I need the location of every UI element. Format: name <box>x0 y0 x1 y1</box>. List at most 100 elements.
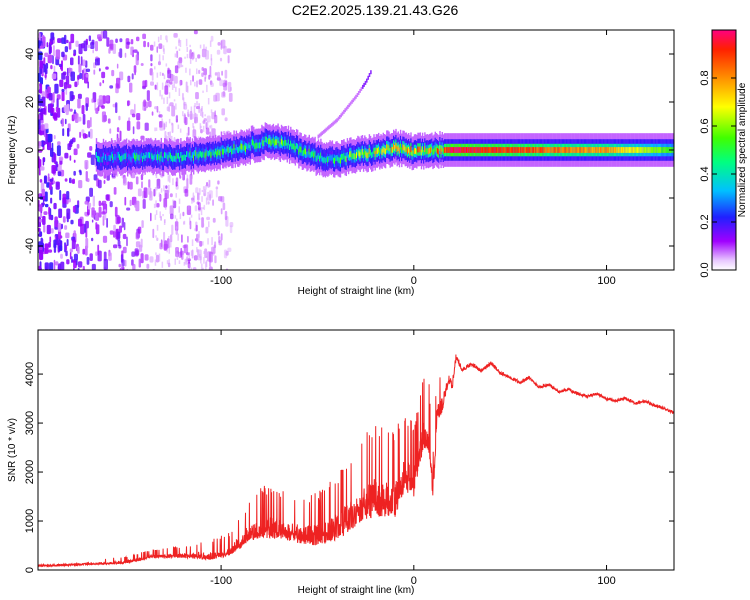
ridge-cell <box>583 147 586 153</box>
noise-blob <box>143 99 146 107</box>
noise-blob <box>149 256 154 263</box>
noise-blob <box>103 209 107 221</box>
colorbar-tick-label: 0.4 <box>699 166 711 181</box>
noise-blob <box>135 200 140 212</box>
noise-blob <box>55 181 60 190</box>
x-tick-label: -100 <box>210 275 232 287</box>
noise-blob <box>77 261 83 268</box>
noise-blob <box>196 100 199 106</box>
noise-blob <box>50 197 53 204</box>
ridge-cell <box>624 147 626 153</box>
ridge-cell <box>190 155 192 162</box>
ridge-cell <box>612 147 615 153</box>
ridge-cell <box>581 147 583 153</box>
ridge-cell <box>542 147 544 153</box>
ridge-cell <box>130 156 132 163</box>
noise-blob <box>216 49 221 55</box>
ridge-cell <box>360 149 362 156</box>
noise-blob <box>227 81 232 93</box>
noise-blob <box>73 253 78 261</box>
ridge-cell <box>226 146 228 152</box>
noise-blob <box>69 91 74 102</box>
noise-blob <box>115 102 118 114</box>
ridge-cell <box>486 147 489 153</box>
noise-blob <box>66 199 69 205</box>
chart-title: C2E2.2025.139.21.43.G26 <box>291 2 459 18</box>
noise-blob <box>107 118 111 124</box>
noise-blob <box>142 80 146 89</box>
noise-streak <box>194 82 196 87</box>
ridge-cell <box>516 147 519 153</box>
colorbar-tick-label: 0.0 <box>699 262 711 277</box>
noise-blob <box>113 224 116 232</box>
ridge-cell <box>371 152 373 159</box>
ridge-cell <box>426 147 428 154</box>
noise-streak <box>154 187 157 195</box>
noise-blob <box>204 248 208 258</box>
noise-streak <box>194 228 196 231</box>
ridge-cell <box>324 157 327 164</box>
noise-blob <box>74 81 78 88</box>
ridge-cell <box>315 156 317 162</box>
ridge-cell <box>149 152 151 159</box>
ridge-cell <box>341 153 343 160</box>
y-tick-label: 3000 <box>24 411 36 435</box>
ridge-cell <box>112 154 114 160</box>
ridge-cell <box>511 147 513 153</box>
noise-streak <box>190 80 192 86</box>
ridge-cell <box>493 147 495 153</box>
noise-blob <box>215 186 219 190</box>
noise-blob <box>214 110 216 117</box>
ridge-cell <box>408 146 410 153</box>
noise-blob <box>92 195 95 207</box>
noise-blob <box>69 155 72 161</box>
noise-streak <box>185 67 187 73</box>
spectrogram-y-axis-label: Frequency (Hz) <box>7 116 18 185</box>
noise-blob <box>115 228 119 240</box>
noise-streak <box>165 63 168 67</box>
ridge-cell <box>372 151 374 158</box>
noise-blob <box>147 42 150 48</box>
ridge-cell <box>622 147 624 153</box>
ridge-cell <box>269 138 271 145</box>
noise-streak <box>184 113 186 117</box>
noise-streak <box>183 221 185 225</box>
ridge-cell <box>339 157 342 164</box>
noise-blob <box>217 71 220 81</box>
ridge-cell <box>175 153 177 160</box>
ridge-cell <box>189 150 191 157</box>
ridge-cell <box>589 147 591 153</box>
noise-streak <box>190 214 193 218</box>
noise-streak <box>195 57 197 62</box>
diagonal-cell <box>330 122 333 127</box>
noise-blob <box>119 38 123 43</box>
noise-streak <box>193 105 196 114</box>
noise-streak <box>162 55 164 61</box>
noise-blob <box>129 82 133 93</box>
noise-streak <box>182 97 185 102</box>
noise-blob <box>38 141 42 147</box>
ridge-cell <box>499 147 501 153</box>
noise-blob <box>48 92 53 101</box>
noise-streak <box>162 214 164 217</box>
ridge-cell <box>193 154 195 161</box>
noise-blob <box>102 30 108 39</box>
diagonal-cell <box>336 118 338 123</box>
noise-streak <box>200 207 203 216</box>
noise-streak <box>168 131 170 139</box>
noise-streak <box>204 114 206 117</box>
noise-blob <box>64 225 68 230</box>
noise-blob <box>222 91 226 97</box>
noise-streak <box>155 210 158 215</box>
noise-blob <box>131 251 136 257</box>
noise-blob <box>227 55 230 64</box>
noise-blob <box>65 250 68 257</box>
noise-blob <box>196 234 199 243</box>
ridge-cell <box>431 146 433 153</box>
ridge-cell <box>132 152 135 159</box>
ridge-cell <box>182 155 184 161</box>
noise-blob <box>208 74 211 80</box>
ridge-cell <box>596 147 598 153</box>
noise-streak <box>154 259 157 266</box>
ridge-cell <box>388 145 390 152</box>
